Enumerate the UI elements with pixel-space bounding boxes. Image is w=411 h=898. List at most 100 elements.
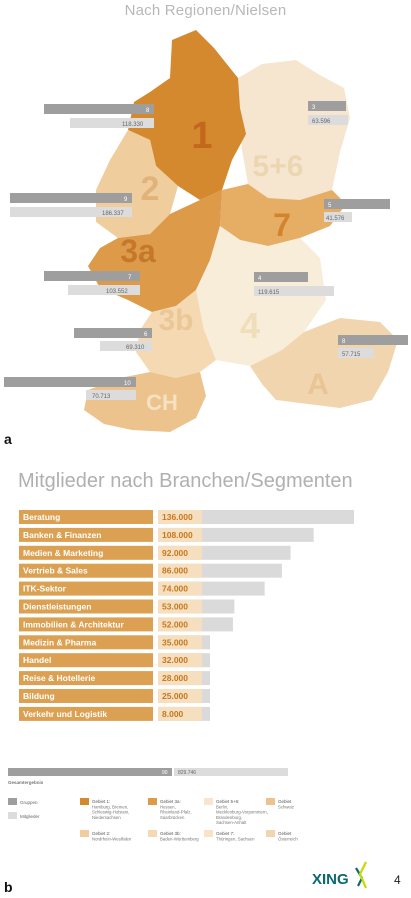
- callout-group-bar: [44, 271, 140, 281]
- bar-value-box: [158, 510, 202, 524]
- map-title: Nach Regionen/Nielsen: [124, 2, 287, 19]
- bar-value-box: [158, 563, 202, 578]
- category-label: Reise & Hotellerie: [23, 673, 96, 683]
- category-label-box: [19, 545, 153, 560]
- category-label: Beratung: [23, 512, 60, 522]
- bar-value-box: [158, 545, 202, 560]
- legend-swatch: [266, 830, 275, 837]
- value-label: 136.000: [162, 512, 193, 522]
- category-label: Medizin & Pharma: [23, 637, 96, 647]
- value-label: 52.000: [162, 619, 188, 629]
- category-label: Immobilien & Architektur: [23, 619, 124, 629]
- callout-members-value: 119.615: [258, 290, 280, 296]
- region-label-1: 1: [191, 115, 212, 157]
- category-label-box: [19, 527, 153, 542]
- bar-value-box: [158, 671, 202, 686]
- callout-group-bar: [308, 101, 346, 111]
- bar-value-box: [158, 706, 202, 721]
- legend-item-text: Hamburg, Bremen,: [92, 805, 128, 810]
- legend-item-title: Gebiet: [278, 831, 292, 836]
- legend-swatch: [204, 830, 213, 837]
- callout-group-bar: [324, 199, 390, 209]
- category-label: Handel: [23, 655, 51, 665]
- region-label-a: A: [307, 368, 329, 401]
- value-label: 74.000: [162, 584, 188, 594]
- legend-item-text: Rheinland-Pfalz,: [160, 810, 192, 815]
- legend-swatch-mitglieder: [8, 812, 17, 819]
- category-label: Bildung: [23, 691, 55, 701]
- bar-value-box: [158, 617, 202, 632]
- page-number: 4: [394, 873, 401, 887]
- region-label-3a: 3a: [120, 233, 156, 269]
- bar-value-box: [158, 689, 202, 703]
- legend-swatch: [80, 830, 89, 837]
- region-label-7: 7: [273, 207, 291, 243]
- bar-value-box: [158, 635, 202, 650]
- callout-group-bar: [254, 272, 308, 282]
- category-label-box: [19, 689, 153, 703]
- legend-label-mitglieder: Mitglieder: [20, 814, 40, 819]
- category-label-box: [19, 617, 153, 632]
- bar-rows: Beratung 136.000 Banken & Finanzen 108.000 M…: [19, 510, 354, 721]
- legend-item-text: Berlin,: [216, 805, 228, 810]
- category-label-box: [19, 599, 153, 614]
- callout-members-bar: [338, 348, 374, 358]
- callout-members-bar: [308, 115, 348, 125]
- callout-members-bar: [86, 390, 136, 400]
- chart-title: Mitglieder nach Branchen/Segmenten: [18, 470, 353, 492]
- callout-group-number: 8: [342, 339, 346, 345]
- legend-item-text: Schweiz: [278, 805, 294, 810]
- region-7-shape: [220, 184, 346, 246]
- panel-label-a: a: [4, 431, 12, 447]
- value-label: 28.000: [162, 673, 188, 683]
- legend-item-text: Thüringen, Sachsen: [216, 837, 255, 842]
- callout-group-number: 9: [124, 197, 128, 203]
- legend-item-text: Sachsen-Anhalt: [216, 820, 247, 825]
- category-label: Vertrieb & Sales: [23, 566, 88, 576]
- legend-swatch: [148, 798, 157, 805]
- legend-item-text: Hessen,: [160, 805, 176, 810]
- legend-item-text: Brandenburg,: [216, 815, 242, 820]
- callout-group: 8 118.330 3 63.596 9 186.337 5 41.576 7 …: [4, 101, 408, 400]
- legend-item-text: Österreich: [278, 837, 298, 842]
- callout-group-number: 8: [146, 108, 150, 114]
- callout-group-number: 6: [144, 332, 148, 338]
- region-3a-shape: [88, 190, 222, 312]
- callout-group-number: 3: [312, 105, 316, 111]
- category-label-box: [19, 706, 153, 721]
- callout-members-bar: [68, 285, 140, 295]
- value-label: 92.000: [162, 548, 188, 558]
- legend-item-text: Nordrhein-Westfalen: [92, 837, 132, 842]
- total-members-bar: [174, 768, 288, 776]
- legend-swatch: [266, 798, 275, 805]
- callout-members-bar: [70, 118, 154, 128]
- total-members-value: 829.746: [178, 770, 196, 776]
- legend-item-title: Gebiet 5+6:: [216, 799, 239, 804]
- value-label: 86.000: [162, 566, 188, 576]
- legend-item-text: Niedersachsen: [92, 815, 121, 820]
- total-group-number: 90: [162, 770, 168, 776]
- callout-group-number: 7: [128, 275, 132, 281]
- callout-members-value: 186.337: [102, 211, 124, 217]
- legend-item-text: Mecklenburg-Vorpommern,: [216, 810, 268, 815]
- category-label-box: [19, 510, 153, 524]
- region-label-2: 2: [141, 170, 160, 208]
- legend-item-title: Gebiet 3b:: [160, 831, 181, 836]
- callout-group-bar: [4, 377, 136, 387]
- category-label-box: [19, 635, 153, 650]
- bar-value-box: [158, 599, 202, 614]
- legend-item-text: Schleswig-Holstein,: [92, 810, 130, 815]
- legend-item-title: Gebiet 3a:: [160, 799, 181, 804]
- xing-logo-icon: [355, 861, 368, 889]
- legend-item-title: Gebiet 7:: [216, 831, 234, 836]
- bar-value-box: [158, 527, 202, 542]
- callout-members-value: 69.310: [126, 345, 145, 351]
- category-label: Verkehr und Logistik: [23, 709, 107, 719]
- category-label: Dienstleistungen: [23, 602, 91, 612]
- legend-item-text: Baden-Württemberg: [160, 837, 199, 842]
- legend-label-gruppen: Gruppen: [20, 800, 38, 805]
- region-label-5-6: 5+6: [253, 150, 304, 183]
- value-label: 35.000: [162, 637, 188, 647]
- legend-item-text: Saarbrücken: [160, 815, 185, 820]
- value-label: 108.000: [162, 530, 193, 540]
